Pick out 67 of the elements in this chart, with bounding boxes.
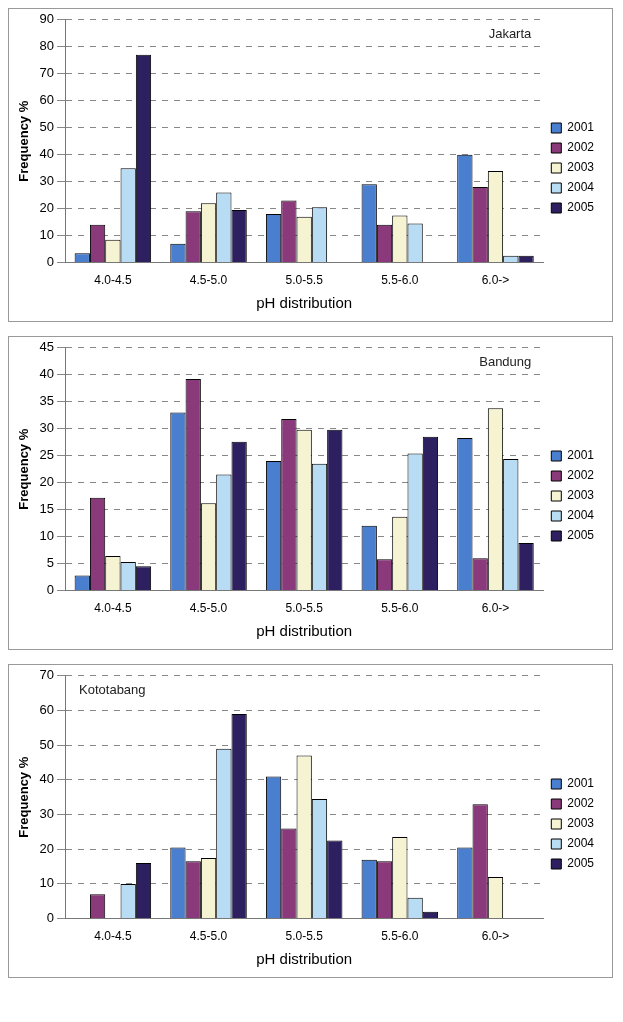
legend-label: 2001 [567, 776, 595, 791]
y-tick-label: 40 [39, 146, 55, 162]
y-tick-label: 45 [39, 339, 55, 355]
x-axis-title: pH distribution [256, 950, 353, 968]
y-tick-label: 90 [39, 11, 55, 27]
x-tick-label: 5.5-6.0 [381, 929, 419, 944]
y-tick-label: 50 [39, 736, 55, 752]
y-tick-label: 70 [39, 667, 55, 683]
x-tick-label: 6.0-> [481, 929, 510, 944]
y-tick-label: 15 [39, 501, 55, 517]
y-tick-label: 10 [39, 227, 55, 243]
y-tick-label: 70 [39, 65, 55, 81]
x-tick-label: 5.5-6.0 [381, 273, 419, 288]
y-tick-label: 30 [39, 173, 55, 189]
legend-label: 2005 [567, 856, 595, 871]
legend-label: 2004 [567, 508, 595, 523]
y-tick-label: 5 [46, 555, 55, 571]
legend-label: 2003 [567, 160, 595, 175]
x-tick-label: 5.0-5.5 [285, 601, 324, 616]
text: Jakarta [488, 25, 533, 41]
legend-label: 2003 [567, 816, 595, 831]
y-axis-title: Frequency % [16, 428, 32, 510]
y-axis-title: Frequency % [16, 100, 32, 182]
y-tick-label: 60 [39, 702, 55, 718]
y-tick-label: 25 [39, 447, 55, 463]
legend-label: 2005 [567, 528, 595, 543]
legend-label: 2005 [567, 200, 595, 215]
legend-label: 2004 [567, 180, 595, 195]
y-tick-label: 35 [39, 393, 55, 409]
legend-label: 2002 [567, 796, 595, 811]
y-tick-label: 50 [39, 119, 55, 135]
x-tick-label: 4.0-4.5 [94, 929, 132, 944]
y-tick-label: 40 [39, 771, 55, 787]
y-tick-label: 0 [46, 582, 55, 598]
x-tick-label: 5.0-5.5 [285, 929, 324, 944]
x-tick-label: 4.5-5.0 [189, 273, 228, 288]
x-tick-label: 4.0-4.5 [94, 601, 132, 616]
y-tick-label: 20 [39, 200, 55, 216]
y-tick-label: 30 [39, 806, 55, 822]
y-tick-label: 40 [39, 366, 55, 382]
y-tick-label: 80 [39, 38, 55, 54]
x-tick-label: 5.5-6.0 [381, 601, 419, 616]
legend-label: 2004 [567, 836, 595, 851]
y-tick-label: 0 [46, 254, 55, 270]
y-tick-label: 20 [39, 474, 55, 490]
legend-label: 2002 [567, 140, 595, 155]
x-tick-label: 4.5-5.0 [189, 929, 228, 944]
legend-label: 2002 [567, 468, 595, 483]
y-tick-label: 60 [39, 92, 55, 108]
x-tick-label: 5.0-5.5 [285, 273, 324, 288]
text: Kototabang [79, 681, 146, 697]
legend-label: 2001 [567, 448, 595, 463]
x-tick-label: 4.0-4.5 [94, 273, 132, 288]
x-tick-label: 4.5-5.0 [189, 601, 228, 616]
x-tick-label: 6.0-> [481, 601, 510, 616]
x-axis-title: pH distribution [256, 294, 353, 312]
y-tick-label: 0 [46, 910, 55, 926]
x-tick-label: 6.0-> [481, 273, 510, 288]
y-tick-label: 20 [39, 840, 55, 856]
y-axis-title: Frequency % [16, 756, 32, 838]
y-tick-label: 30 [39, 420, 55, 436]
text: Bandung [479, 353, 532, 369]
legend-label: 2001 [567, 120, 595, 135]
legend-label: 2003 [567, 488, 595, 503]
x-axis-title: pH distribution [256, 622, 353, 640]
y-tick-label: 10 [39, 875, 55, 891]
y-tick-label: 10 [39, 528, 55, 544]
